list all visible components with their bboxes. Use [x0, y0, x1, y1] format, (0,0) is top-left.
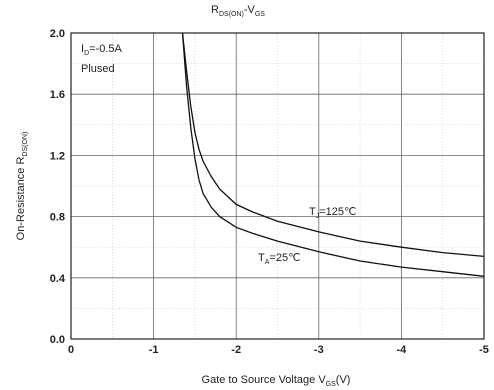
series-line-ta25 — [181, 32, 485, 277]
x-tick-label: -3 — [314, 344, 324, 356]
x-axis-label: Gate to Source Voltage VGS(V) — [202, 374, 351, 388]
y-tick-label: 0.0 — [50, 334, 65, 346]
y-tick-label: 2.0 — [50, 28, 65, 40]
drain-current-annotation: ID=-0.5A — [81, 43, 123, 57]
x-tick-label: -1 — [149, 344, 159, 356]
plot-frame — [70, 32, 485, 340]
x-tick-label: -5 — [479, 344, 489, 356]
major-grid — [71, 33, 484, 339]
x-tick-labels: 0 -1 -2 -3 -4 -5 — [68, 344, 489, 356]
series-label-tj125: TJ=125℃ — [309, 206, 356, 220]
x-tick-label: -4 — [397, 344, 408, 356]
y-tick-label: 1.6 — [50, 89, 65, 101]
x-tick-label: 0 — [68, 344, 74, 356]
series-lines — [181, 32, 485, 277]
y-tick-label: 0.4 — [50, 273, 66, 285]
chart-title: RDS(ON)-VGS — [211, 4, 265, 18]
y-tick-label: 1.2 — [50, 150, 65, 162]
series-label-ta25: TA=25℃ — [258, 252, 300, 266]
y-tick-label: 0.8 — [50, 212, 65, 224]
pulsed-annotation: Plused — [81, 63, 115, 75]
y-axis-label: On-Resistance RDS(ON) — [15, 132, 29, 241]
y-tick-labels: 0.0 0.4 0.8 1.2 1.6 2.0 — [50, 28, 66, 346]
minor-grid — [71, 33, 484, 339]
x-tick-label: -2 — [231, 344, 241, 356]
series-line-tj125 — [181, 32, 485, 258]
